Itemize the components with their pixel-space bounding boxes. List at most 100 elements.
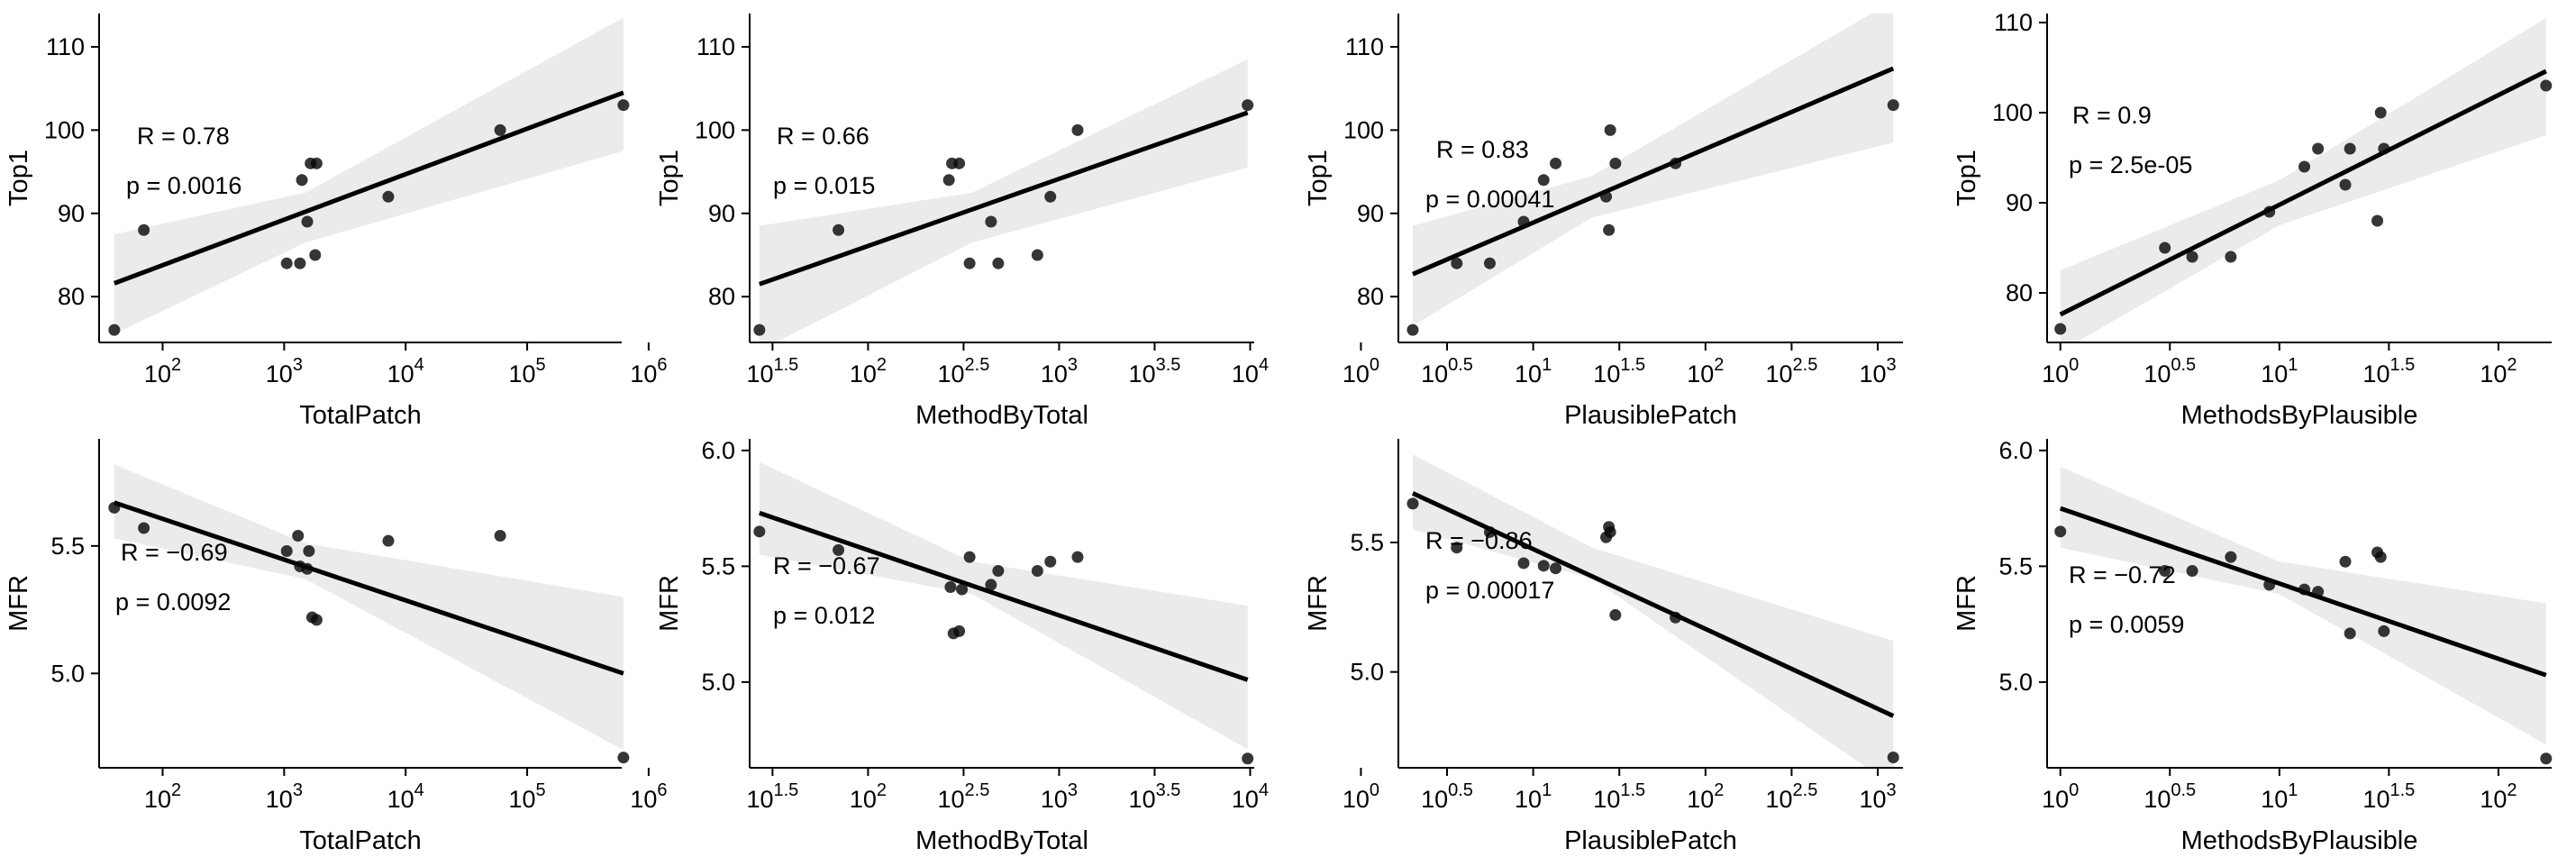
data-point [1609, 157, 1622, 169]
confidence-band [759, 59, 1248, 342]
data-point [1604, 123, 1616, 136]
y-axis-title: Top1 [1304, 150, 1333, 206]
confidence-band [1413, 14, 1894, 326]
confidence-band [114, 464, 624, 751]
confidence-band [114, 17, 624, 334]
data-point [301, 562, 314, 575]
data-point [617, 752, 630, 764]
y-tick-label: 100 [1343, 116, 1384, 143]
x-tick-label: 103 [1859, 355, 1896, 387]
data-point [2054, 323, 2067, 335]
data-point [617, 99, 630, 112]
panel-5: 5.0 5.5 102 103 104 105 106 TotalPatch MFR R = −0… [5, 439, 668, 855]
x-axis-title: MethodsByPlausible [2181, 401, 2418, 430]
y-tick-label: 5.0 [701, 669, 735, 696]
x-tick-label: 102.5 [1766, 355, 1818, 387]
x-tick-label: 100.5 [1421, 780, 1473, 813]
data-point [1044, 190, 1057, 203]
x-tick-label: 102.5 [938, 780, 990, 813]
y-tick-label: 110 [696, 33, 735, 60]
data-point [280, 257, 293, 269]
data-point [1031, 249, 1043, 261]
data-point [1550, 562, 1562, 575]
x-tick-label: 101 [2261, 780, 2298, 813]
x-axis-title: MethodByTotal [915, 826, 1088, 855]
data-point [1670, 157, 1682, 169]
x-axis-title: PlausiblePatch [1564, 401, 1737, 430]
y-tick-label: 100 [44, 116, 85, 143]
x-tick-label: 101.5 [2362, 780, 2415, 813]
x-tick-label: 103.5 [1129, 780, 1181, 813]
y-axis-title: Top1 [5, 150, 33, 206]
y-tick-label: 5.5 [50, 533, 85, 560]
p-value-label: p = 0.00041 [1425, 186, 1554, 213]
x-tick-label: 106 [630, 355, 667, 387]
y-tick-label: 6.0 [1998, 437, 2033, 464]
x-tick-label: 103.5 [1129, 355, 1181, 387]
data-point [2225, 551, 2237, 563]
y-axis-title: MFR [655, 575, 684, 632]
data-point [1071, 123, 1084, 136]
confidence-band [2060, 18, 2546, 342]
x-tick-label: 102.5 [1766, 780, 1818, 813]
regression-line [759, 510, 1249, 682]
data-point [1603, 223, 1616, 236]
regression-line [113, 90, 624, 286]
data-point [992, 565, 1005, 578]
data-point [1550, 157, 1562, 169]
x-tick-label: 101.5 [1593, 780, 1645, 813]
y-tick-label: 100 [1992, 99, 2033, 126]
x-tick-label: 102.5 [938, 355, 990, 387]
panel-7: 5.0 5.5 100 100.5 101 101.5 102 102.5 103 Plausib… [1304, 439, 1903, 855]
x-tick-label: 104 [1232, 780, 1269, 813]
x-tick-label: 102 [850, 355, 887, 387]
correlation-label: R = 0.83 [1436, 136, 1529, 163]
y-tick-label: 110 [46, 33, 85, 60]
data-point [280, 544, 293, 557]
p-value-label: p = 0.0016 [126, 172, 241, 199]
correlation-label: R = −0.67 [773, 552, 880, 579]
data-point [494, 530, 506, 542]
data-point [753, 525, 766, 538]
data-point [382, 190, 395, 203]
x-tick-label: 102 [1687, 780, 1724, 813]
data-point [303, 544, 315, 557]
data-point [2263, 205, 2276, 218]
y-tick-label: 5.0 [1998, 669, 2033, 696]
correlation-label: R = 0.66 [777, 123, 869, 150]
data-point [296, 174, 308, 187]
y-tick-label: 80 [2006, 279, 2033, 306]
y-axis-title: MFR [5, 575, 33, 632]
data-point [2298, 583, 2311, 596]
data-point [985, 215, 997, 228]
y-tick-label: 6.0 [701, 437, 735, 464]
x-tick-label: 105 [508, 780, 545, 813]
correlation-label: R = −0.86 [1425, 527, 1533, 554]
data-point [1517, 215, 1530, 228]
x-tick-label: 101 [2261, 355, 2298, 387]
data-point [1887, 99, 1899, 112]
data-point [1483, 525, 1496, 538]
data-point [833, 543, 845, 556]
data-point [2540, 79, 2553, 92]
x-tick-label: 100.5 [2144, 780, 2196, 813]
data-point [1044, 555, 1057, 568]
y-axis-title: Top1 [1952, 150, 1981, 206]
data-point [1031, 565, 1043, 578]
data-point [1242, 752, 1254, 765]
data-point [2054, 525, 2067, 538]
x-tick-label: 101.5 [1593, 355, 1645, 387]
x-axis-title: TotalPatch [299, 401, 421, 430]
x-tick-label: 102 [1687, 355, 1724, 387]
data-point [953, 157, 966, 169]
x-tick-label: 103 [1041, 780, 1078, 813]
y-tick-label: 5.0 [1350, 659, 1384, 686]
x-tick-label: 104 [387, 355, 424, 387]
x-tick-label: 101 [1515, 355, 1552, 387]
data-point [1406, 324, 1419, 336]
data-point [292, 530, 305, 542]
data-point [956, 583, 969, 596]
p-value-label: p = 0.015 [773, 172, 875, 199]
y-axis-title: MFR [1952, 575, 1981, 632]
data-point [1604, 525, 1616, 538]
